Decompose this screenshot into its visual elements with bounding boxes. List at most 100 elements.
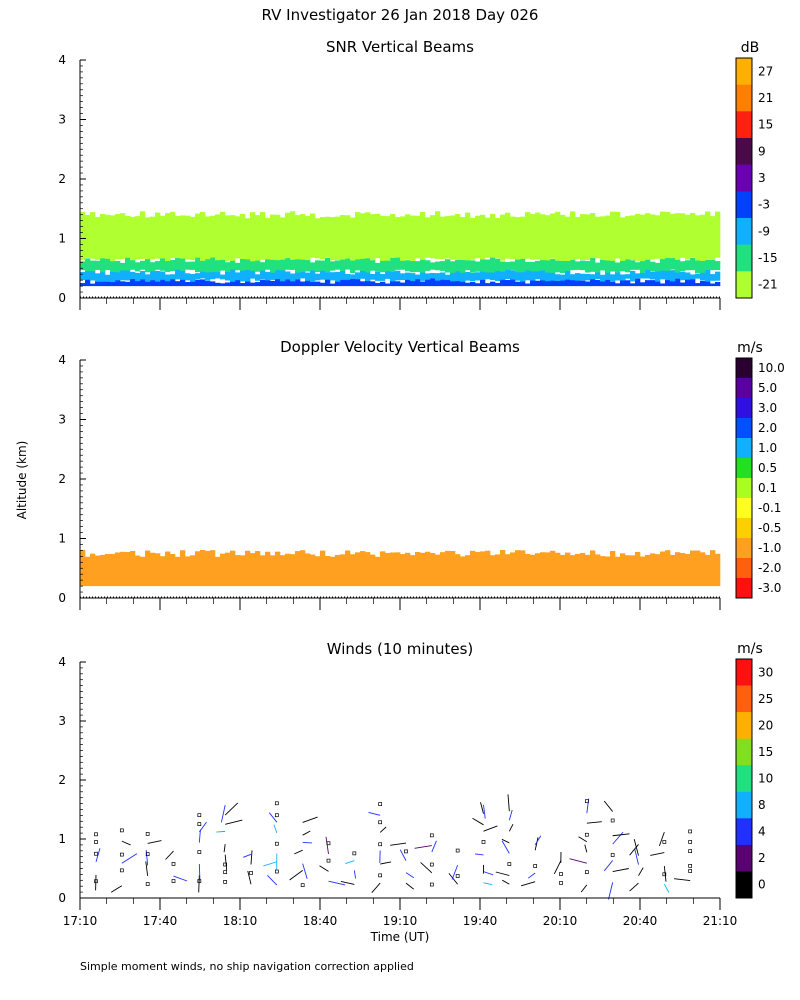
heatmap-cell — [490, 256, 496, 273]
wind-marker — [662, 872, 667, 877]
colorbar-label: 0 — [758, 878, 766, 892]
heatmap-cell — [320, 270, 326, 280]
heatmap-cell — [220, 553, 226, 587]
heatmap-cell — [370, 273, 376, 280]
heatmap-cell — [680, 213, 686, 258]
heatmap-cell — [680, 553, 686, 587]
heatmap-cell — [220, 211, 226, 260]
heatmap-cell — [465, 555, 471, 587]
heatmap-cell — [440, 277, 446, 287]
wind-vector — [448, 873, 459, 885]
heatmap-cell — [310, 270, 316, 282]
heatmap-cell — [530, 269, 536, 281]
colorbar-label: 3 — [758, 171, 766, 185]
heatmap-cell — [365, 552, 371, 587]
heatmap-cell — [230, 215, 236, 261]
heatmap-cell — [400, 554, 406, 587]
heatmap-cell — [550, 213, 556, 259]
heatmap-cell — [600, 556, 606, 587]
heatmap-cell — [290, 554, 296, 587]
heatmap-cell — [335, 216, 341, 261]
heatmap-cell — [285, 212, 291, 259]
heatmap-cell — [325, 555, 331, 587]
heatmap-cell — [605, 257, 611, 273]
wind-vector — [612, 833, 630, 837]
heatmap-cell — [680, 282, 686, 287]
heatmap-cell — [295, 257, 301, 273]
heatmap-cell — [315, 260, 321, 273]
colorbar-swatch — [736, 791, 752, 819]
heatmap-cell — [605, 272, 611, 280]
heatmap-cell — [525, 553, 531, 587]
wind-marker — [197, 813, 202, 818]
heatmap-cell — [645, 258, 651, 270]
heatmap-cell — [615, 556, 621, 587]
heatmap-cell — [625, 274, 631, 279]
wind-vector — [319, 865, 329, 872]
heatmap-cell — [415, 552, 421, 587]
heatmap-cell — [420, 552, 426, 587]
heatmap-cell — [225, 282, 231, 287]
y-tick-label: 3 — [58, 413, 66, 427]
heatmap-cell — [400, 260, 406, 270]
heatmap-cell — [615, 211, 621, 259]
heatmap-cell — [470, 260, 476, 273]
heatmap-cell — [400, 216, 406, 261]
heatmap-cell — [635, 213, 641, 261]
heatmap-cell — [700, 214, 706, 262]
heatmap-cell — [655, 215, 661, 259]
heatmap-cell — [160, 556, 166, 587]
heatmap-cell — [445, 259, 451, 273]
heatmap-cell — [310, 262, 316, 271]
x-tick-label: 19:40 — [463, 914, 498, 928]
x-tick-label: 20:10 — [543, 914, 578, 928]
heatmap-cell — [300, 550, 306, 587]
heatmap-cell — [315, 273, 321, 281]
wind-vector — [608, 882, 614, 900]
heatmap-cell — [415, 277, 421, 287]
wind-vector — [534, 835, 542, 846]
heatmap-cell — [570, 274, 576, 281]
heatmap-cell — [285, 271, 291, 280]
y-tick-label: 3 — [58, 714, 66, 728]
heatmap-cell — [450, 280, 456, 287]
heatmap-cell — [175, 269, 181, 280]
heatmap-cell — [630, 555, 636, 587]
heatmap-cell — [230, 268, 236, 282]
heatmap-cell — [130, 550, 136, 587]
heatmap-cell — [310, 554, 316, 587]
heatmap-cell — [530, 261, 536, 272]
wind-vector — [289, 870, 303, 881]
wind-marker — [378, 842, 383, 847]
panel-2: Doppler Velocity Vertical Beams 0 1 2 3 4 10.0… — [58, 338, 785, 610]
wind-marker — [688, 829, 693, 834]
heatmap-cell — [250, 553, 256, 587]
heatmap-cell — [215, 282, 221, 287]
heatmap-cell — [460, 268, 466, 282]
heatmap-cell — [480, 551, 486, 587]
heatmap-cell — [175, 215, 181, 259]
heatmap-cell — [630, 215, 636, 261]
colorbar-label: 5.0 — [758, 381, 777, 395]
heatmap-cell — [550, 258, 556, 273]
heatmap-cell — [485, 268, 491, 280]
heatmap-cell — [280, 259, 286, 271]
heatmap-cell — [235, 555, 241, 587]
heatmap-cell — [440, 261, 446, 271]
wind-vector — [247, 870, 252, 885]
heatmap-cell — [200, 269, 206, 279]
colorbar-swatch — [736, 84, 752, 112]
wind-vector — [95, 848, 101, 862]
heatmap-cell — [430, 262, 436, 270]
heatmap-cell — [690, 274, 696, 280]
heatmap-cell — [185, 556, 191, 587]
heatmap-cell — [470, 218, 476, 260]
heatmap-cell — [495, 270, 501, 282]
heatmap-cell — [380, 255, 386, 273]
heatmap-cell — [250, 282, 256, 287]
heatmap-cell — [260, 269, 266, 280]
heatmap-cell — [275, 258, 281, 271]
heatmap-cell — [210, 271, 216, 280]
heatmap-cell — [385, 552, 391, 587]
heatmap-cell — [130, 216, 136, 261]
